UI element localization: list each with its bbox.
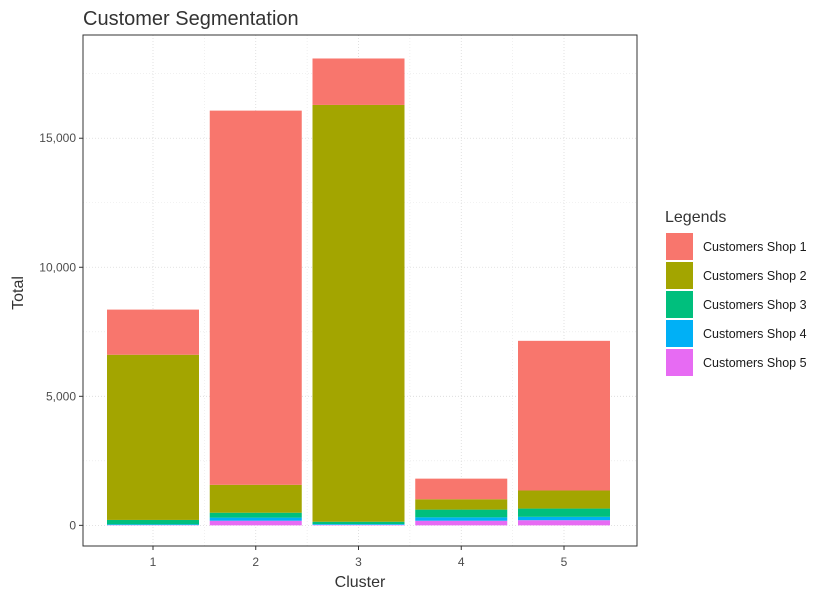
x-tick-label: 1 (150, 555, 157, 569)
bar-segment-cluster-5-customers-shop-3 (518, 508, 610, 517)
bar-segment-cluster-5-customers-shop-5 (518, 520, 610, 526)
bar-segment-cluster-2-customers-shop-3 (209, 512, 302, 518)
plot-frame (82, 34, 638, 547)
y-tick-label: 10,000 (39, 260, 76, 274)
bar-segment-cluster-2-customers-shop-2 (209, 484, 302, 513)
legend: Customers Shop 1 Customers Shop 2 Customer… (666, 233, 807, 376)
x-tick-label: 3 (355, 555, 362, 569)
legend-label: Customers Shop 4 (703, 327, 807, 341)
bar-segment-cluster-2-customers-shop-4 (209, 517, 302, 521)
bar-segment-cluster-4-customers-shop-4 (415, 517, 508, 521)
bar-segment-cluster-2-customers-shop-5 (209, 520, 302, 526)
legend-key-customers-shop-1 (666, 233, 693, 260)
bar-segment-cluster-5-customers-shop-2 (518, 490, 610, 509)
bar-segment-cluster-4-customers-shop-3 (415, 509, 508, 518)
bar-segment-cluster-3-customers-shop-5 (312, 524, 405, 526)
legend-key-customers-shop-2 (666, 262, 693, 289)
bar-segment-cluster-1-customers-shop-3 (107, 519, 199, 525)
y-tick-label: 15,000 (39, 131, 76, 145)
bar-segment-cluster-1-customers-shop-2 (107, 354, 199, 520)
x-tick-label: 5 (561, 555, 568, 569)
bar-segment-cluster-5-customers-shop-4 (518, 516, 610, 521)
bar-segment-cluster-4-customers-shop-5 (415, 520, 508, 526)
bar-segment-cluster-3-customers-shop-1 (312, 58, 405, 105)
bar-segment-cluster-2-customers-shop-1 (209, 110, 302, 485)
bar-segment-cluster-5-customers-shop-1 (518, 340, 610, 491)
chart-title: Customer Segmentation (83, 8, 299, 30)
x-axis-title: Cluster (335, 574, 386, 591)
bar-segment-cluster-3-customers-shop-3 (312, 521, 405, 525)
x-tick-label: 2 (252, 555, 259, 569)
bar-segment-cluster-3-customers-shop-4 (312, 524, 405, 525)
bar-segment-cluster-3-customers-shop-2 (312, 104, 405, 522)
bar-segment-cluster-4-customers-shop-1 (415, 478, 508, 500)
legend-label: Customers Shop 5 (703, 356, 807, 370)
y-axis-title: Total (10, 276, 27, 310)
legend-key-customers-shop-5 (666, 349, 693, 376)
legend-key-customers-shop-3 (666, 291, 693, 318)
y-tick-label: 5,000 (46, 389, 76, 403)
legend-label: Customers Shop 1 (703, 240, 807, 254)
legend-key-customers-shop-4 (666, 320, 693, 347)
legend-label: Customers Shop 2 (703, 269, 807, 283)
plot-area: 0 5,000 10,000 15,000 1 2 3 4 5 (39, 34, 638, 569)
x-tick-label: 4 (458, 555, 465, 569)
y-tick-label: 0 (69, 518, 76, 532)
bar-segment-cluster-1-customers-shop-4 (107, 524, 199, 526)
legend-label: Customers Shop 3 (703, 298, 807, 312)
bar-segment-cluster-1-customers-shop-1 (107, 309, 199, 355)
legend-title: Legends (665, 209, 726, 226)
bar-segment-cluster-4-customers-shop-2 (415, 499, 508, 510)
